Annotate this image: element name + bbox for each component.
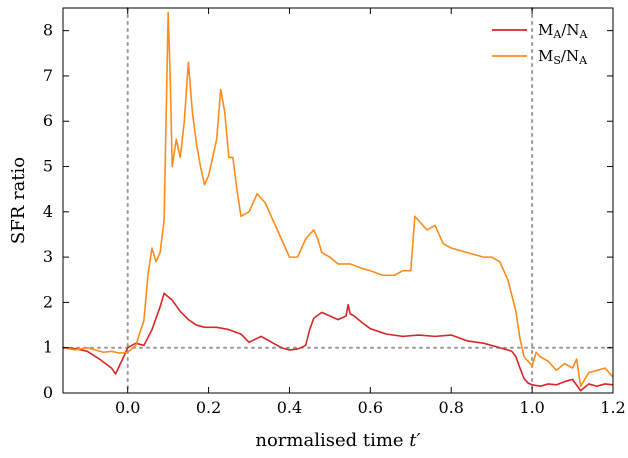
- legend-label-0: MA/NA: [538, 21, 589, 41]
- legend-sub: S: [553, 54, 561, 67]
- x-axis-label-text: normalised time: [255, 430, 409, 451]
- y-tick-label: 2: [43, 292, 53, 311]
- x-axis-label-variable: t′: [409, 430, 420, 451]
- y-tick-label: 4: [43, 202, 53, 221]
- legend-label-1: MS/NA: [538, 47, 588, 67]
- y-axis-label: SFR ratio: [8, 157, 29, 244]
- series-line-0: [62, 292, 614, 392]
- y-tick-label: 8: [43, 21, 53, 40]
- plot-area: 0.0 0.2 0.4 0.6 0.8 1.0 1.2 0 1 2 3 4 5 6 7 8: [43, 7, 626, 417]
- legend-main: M: [538, 47, 553, 65]
- y-tick-label: 7: [43, 66, 53, 85]
- plot-frame: [62, 7, 614, 394]
- x-tick-label: 0.4: [277, 398, 302, 417]
- y-tick-label: 6: [43, 111, 53, 130]
- y-tick-label: 5: [43, 157, 53, 176]
- x-tick-label: 1.0: [519, 398, 544, 417]
- y-tick-label: 3: [43, 247, 53, 266]
- legend-sep: /N: [561, 47, 579, 65]
- x-tick-label: 1.2: [600, 398, 625, 417]
- legend-main: M: [538, 21, 553, 39]
- y-tick-label: 0: [43, 383, 53, 402]
- y-tick-label: 1: [43, 338, 53, 357]
- x-axis-label: normalised time t′: [255, 430, 420, 451]
- legend-sub: A: [552, 28, 562, 41]
- series-line-1: [62, 11, 614, 388]
- x-tick-label: 0.0: [115, 398, 140, 417]
- legend-sep: /N: [561, 21, 579, 39]
- x-tick-label: 0.6: [358, 398, 383, 417]
- legend-sub2: A: [579, 28, 589, 41]
- x-tick-label: 0.8: [439, 398, 464, 417]
- x-tick-label: 0.2: [196, 398, 221, 417]
- legend-sub2: A: [578, 54, 588, 67]
